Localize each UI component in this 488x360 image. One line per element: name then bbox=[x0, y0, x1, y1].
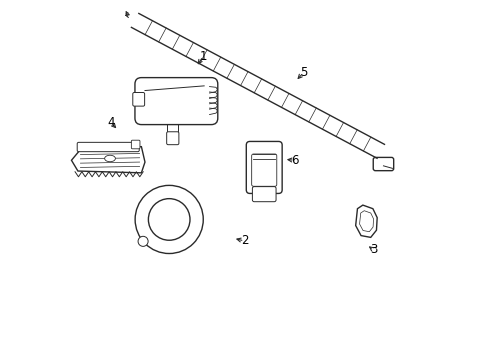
FancyBboxPatch shape bbox=[133, 93, 144, 106]
Text: 2: 2 bbox=[240, 234, 248, 247]
FancyBboxPatch shape bbox=[77, 142, 139, 152]
Circle shape bbox=[138, 236, 148, 246]
Polygon shape bbox=[355, 205, 376, 237]
Polygon shape bbox=[71, 147, 144, 173]
Text: 4: 4 bbox=[107, 116, 115, 129]
FancyBboxPatch shape bbox=[246, 141, 282, 193]
FancyBboxPatch shape bbox=[372, 157, 393, 171]
FancyBboxPatch shape bbox=[135, 78, 217, 125]
Text: 1: 1 bbox=[199, 50, 206, 63]
FancyBboxPatch shape bbox=[131, 140, 140, 149]
Circle shape bbox=[135, 185, 203, 253]
Text: 3: 3 bbox=[369, 243, 377, 256]
FancyBboxPatch shape bbox=[166, 132, 179, 145]
Text: 6: 6 bbox=[290, 154, 298, 167]
FancyBboxPatch shape bbox=[252, 186, 276, 202]
Circle shape bbox=[148, 199, 190, 240]
Text: 5: 5 bbox=[299, 66, 307, 79]
Ellipse shape bbox=[104, 155, 115, 162]
